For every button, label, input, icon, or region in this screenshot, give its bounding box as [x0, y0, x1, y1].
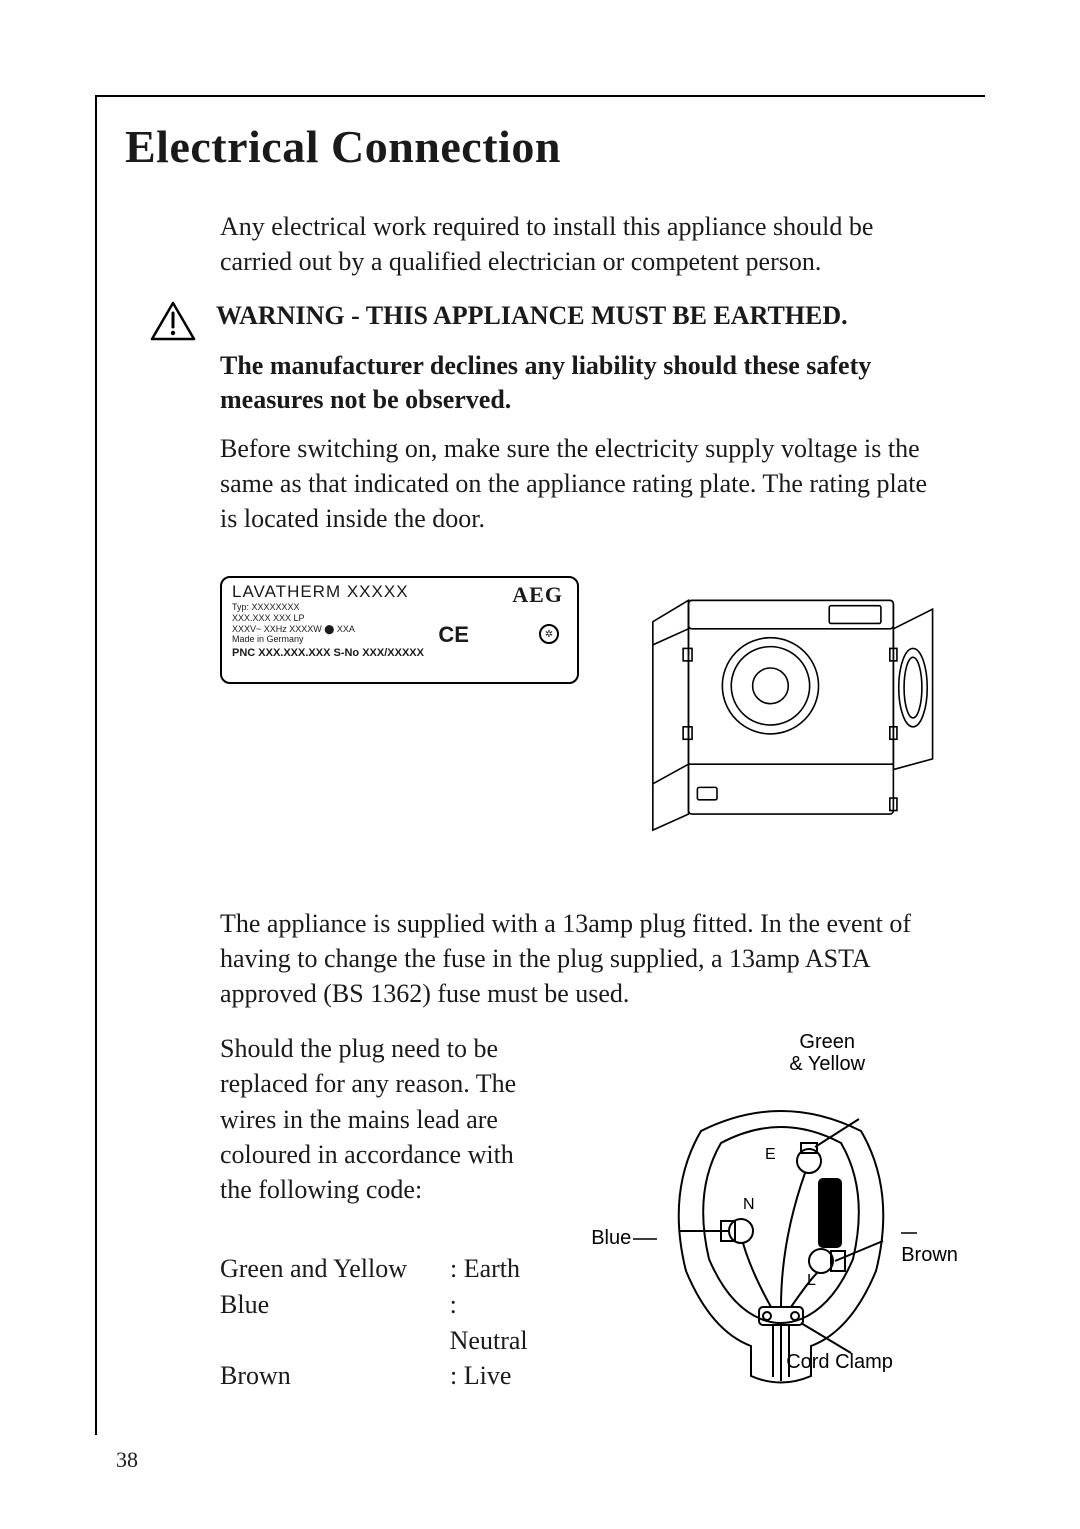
table-row: Green and Yellow : Earth [220, 1251, 541, 1287]
page-number: 38 [116, 1447, 138, 1473]
svg-text:13A: 13A [822, 1205, 833, 1223]
rating-plate-figure: LAVATHERM XXXXX Typ: XXXXXXXX XXX.XXX XX… [220, 576, 579, 684]
rp-lp: XXX.XXX XXX LP [232, 613, 567, 624]
wire-color: Brown [220, 1358, 450, 1394]
voltage-paragraph: Before switching on, make sure the elect… [220, 431, 945, 536]
warning-triangle-icon [150, 301, 196, 341]
warning-text: WARNING - THIS APPLIANCE MUST BE EARTHED… [216, 299, 848, 333]
wire-color: Green and Yellow [220, 1251, 450, 1287]
liability-text: The manufacturer declines any liability … [220, 349, 945, 417]
plug-label-blue: Blue [591, 1227, 659, 1250]
rp-made: Made in Germany [232, 634, 567, 645]
table-row: Blue : Neutral [220, 1287, 541, 1359]
content-area: Electrical Connection Any electrical wor… [125, 120, 945, 1461]
plug-wiring-icon: 13A N L E [651, 1101, 911, 1391]
rp-spec: XXXV~ XXHz XXXXW ⬤ XXA [232, 624, 567, 635]
page: Electrical Connection Any electrical wor… [0, 0, 1080, 1529]
lower-left-column: Should the plug need to be replaced for … [220, 1031, 541, 1461]
figure-row: LAVATHERM XXXXX Typ: XXXXXXXX XXX.XXX XX… [220, 576, 945, 858]
wire-role: : Neutral [450, 1287, 542, 1359]
intro-paragraph: Any electrical work required to install … [220, 209, 945, 279]
wire-code-table: Green and Yellow : Earth Blue : Neutral … [220, 1251, 541, 1395]
warning-row: WARNING - THIS APPLIANCE MUST BE EARTHED… [150, 299, 945, 341]
page-title: Electrical Connection [125, 120, 945, 173]
brand-logo: AEG [512, 582, 563, 608]
approval-mark-icon: ✲ [539, 624, 559, 644]
svg-text:N: N [743, 1196, 755, 1213]
fuse-paragraph: The appliance is supplied with a 13amp p… [220, 906, 945, 1011]
rp-pnc: PNC XXX.XXX.XXX S-No XXX/XXXXX [232, 647, 567, 659]
wire-color: Blue [220, 1287, 450, 1359]
plug-label-green: Green & Yellow [767, 1031, 887, 1075]
appliance-figure [619, 576, 945, 858]
table-row: Brown : Live [220, 1358, 541, 1394]
lower-columns: Should the plug need to be replaced for … [220, 1031, 945, 1461]
wire-role: : Earth [450, 1251, 520, 1287]
wire-role: : Live [450, 1358, 511, 1394]
plug-paragraph: Should the plug need to be replaced for … [220, 1031, 541, 1206]
ce-mark-icon: CE [438, 622, 469, 648]
plug-diagram: Green & Yellow Blue Brown Cord Clamp [591, 1031, 945, 1461]
svg-text:E: E [765, 1146, 776, 1163]
